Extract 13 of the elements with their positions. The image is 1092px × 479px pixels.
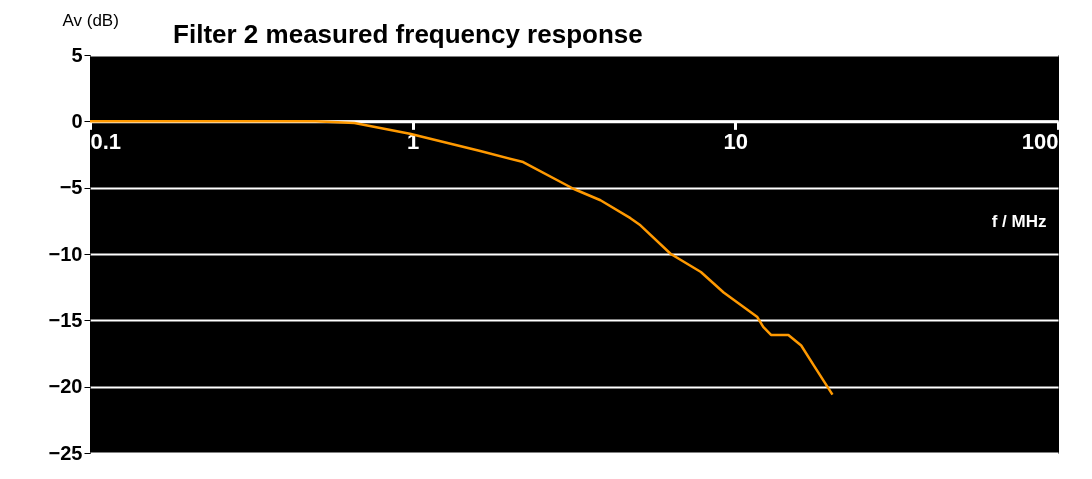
x-tick-label: 100: [1021, 128, 1059, 154]
y-tick-label: −25: [48, 441, 83, 464]
y-tick-label: 5: [71, 43, 83, 66]
y-tick-label: −10: [48, 242, 83, 265]
x-tick-label: 10: [723, 128, 749, 154]
y-tick-label: −5: [59, 176, 83, 199]
chart-title: Filter 2 measured frequency response: [173, 19, 643, 49]
y-tick-label: −15: [48, 308, 83, 331]
x-tick-label: 0.1: [90, 128, 122, 154]
x-axis-title: f / MHz: [991, 211, 1047, 231]
y-axis-title: Av (dB): [62, 10, 119, 30]
y-tick-label: −20: [48, 375, 83, 398]
y-tick-label: 0: [71, 109, 83, 132]
